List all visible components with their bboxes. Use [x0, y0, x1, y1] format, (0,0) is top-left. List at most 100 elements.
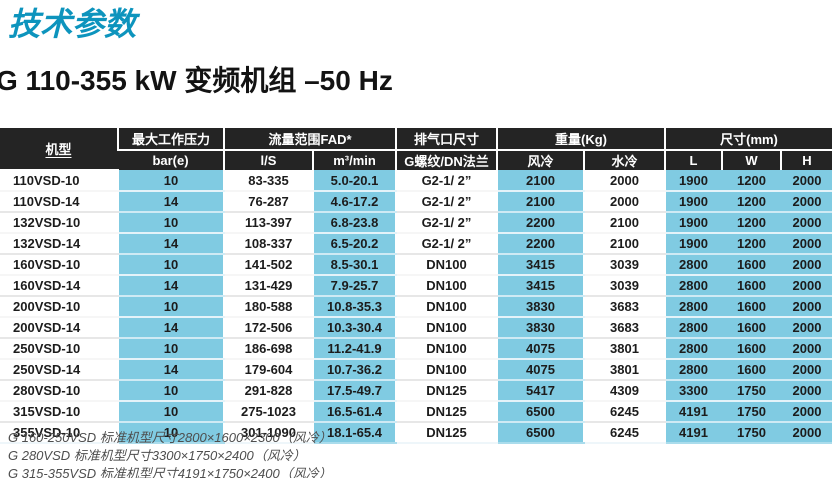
- cell-flow-ls: 141-502: [223, 254, 313, 276]
- cell-weight-air: 3415: [496, 275, 584, 297]
- cell-flow-m3min: 7.9-25.7: [312, 275, 396, 297]
- cell-weight-air: 2100: [496, 170, 584, 192]
- cell-flow-m3min: 6.8-23.8: [312, 212, 396, 234]
- cell-model: 200VSD-14: [0, 317, 118, 339]
- cell-pressure: 10: [117, 170, 224, 192]
- footnote-line: G 280VSD 标准机型尺寸3300×1750×2400（风冷）: [8, 448, 306, 463]
- cell-dim-l: 1900: [664, 191, 722, 213]
- cell-weight-air: 2200: [496, 233, 584, 255]
- cell-weight-water: 3039: [583, 275, 665, 297]
- cell-model: 110VSD-14: [0, 191, 118, 213]
- cell-outlet-size: DN125: [395, 380, 497, 402]
- table-row: 280VSD-10 10 291-828 17.5-49.7 DN125 541…: [0, 380, 832, 402]
- cell-dim-l: 1900: [664, 233, 722, 255]
- cell-dim-w: 1200: [721, 191, 781, 213]
- cell-outlet-size: DN100: [395, 359, 497, 381]
- cell-flow-ls: 301-1090: [223, 422, 313, 444]
- footnotes: G 160-250VSD 标准机型尺寸2800×1600×2300（风冷） G …: [8, 429, 332, 478]
- cell-flow-ls: 186-698: [223, 338, 313, 360]
- cell-weight-water: 2000: [583, 170, 665, 192]
- cell-pressure: 14: [117, 317, 224, 339]
- cell-weight-water: 3683: [583, 296, 665, 318]
- cell-dim-h: 2000: [780, 296, 832, 318]
- cell-weight-air: 4075: [496, 359, 584, 381]
- cell-model: 200VSD-10: [0, 296, 118, 318]
- col-header-dim-w: W: [721, 150, 781, 170]
- cell-flow-m3min: 17.5-49.7: [312, 380, 396, 402]
- table-row: 200VSD-14 14 172-506 10.3-30.4 DN100 383…: [0, 317, 832, 339]
- cell-dim-w: 1600: [721, 359, 781, 381]
- cell-outlet-size: DN125: [395, 401, 497, 423]
- page-title: 技术参数: [8, 6, 137, 42]
- cell-flow-m3min: 10.8-35.3: [312, 296, 396, 318]
- cell-weight-air: 5417: [496, 380, 584, 402]
- cell-dim-w: 1600: [721, 275, 781, 297]
- table-row: 132VSD-10 10 113-397 6.8-23.8 G2-1/ 2” 2…: [0, 212, 832, 234]
- cell-dim-w: 1200: [721, 233, 781, 255]
- cell-weight-water: 2100: [583, 212, 665, 234]
- col-header-model: 机型: [0, 128, 118, 171]
- cell-flow-m3min: 6.5-20.2: [312, 233, 396, 255]
- cell-weight-water: 3039: [583, 254, 665, 276]
- cell-weight-air: 2200: [496, 212, 584, 234]
- col-header-dim-h: H: [780, 150, 832, 170]
- cell-flow-m3min: 4.6-17.2: [312, 191, 396, 213]
- table-row: 355VSD-10 10 301-1090 18.1-65.4 DN125 65…: [0, 422, 832, 444]
- cell-dim-l: 2800: [664, 296, 722, 318]
- table-row: 315VSD-10 10 275-1023 16.5-61.4 DN125 65…: [0, 401, 832, 423]
- cell-dim-l: 1900: [664, 212, 722, 234]
- cell-weight-air: 3830: [496, 317, 584, 339]
- cell-dim-h: 2000: [780, 254, 832, 276]
- col-header-weight-air: 风冷: [496, 150, 584, 170]
- cell-flow-ls: 131-429: [223, 275, 313, 297]
- cell-model: 280VSD-10: [0, 380, 118, 402]
- cell-weight-water: 6245: [583, 422, 665, 444]
- table-row: 250VSD-14 14 179-604 10.7-36.2 DN100 407…: [0, 359, 832, 381]
- col-header-dim-l: L: [664, 150, 722, 170]
- cell-flow-ls: 275-1023: [223, 401, 313, 423]
- cell-outlet-size: DN100: [395, 317, 497, 339]
- cell-dim-w: 1200: [721, 212, 781, 234]
- cell-dim-w: 1600: [721, 317, 781, 339]
- cell-weight-air: 3415: [496, 254, 584, 276]
- cell-model: 250VSD-14: [0, 359, 118, 381]
- cell-weight-water: 3801: [583, 359, 665, 381]
- cell-weight-water: 3683: [583, 317, 665, 339]
- cell-dim-l: 3300: [664, 380, 722, 402]
- col-header-flow-group: 流量范围FAD*: [223, 128, 396, 151]
- cell-weight-water: 3801: [583, 338, 665, 360]
- col-header-weight-water: 水冷: [583, 150, 665, 170]
- cell-pressure: 10: [117, 254, 224, 276]
- table-row: 110VSD-14 14 76-287 4.6-17.2 G2-1/ 2” 21…: [0, 191, 832, 213]
- footnote-line: G 315-355VSD 标准机型尺寸4191×1750×2400（风冷）: [8, 466, 332, 478]
- col-header-pressure-group: 最大工作压力: [117, 128, 224, 151]
- cell-flow-m3min: 10.3-30.4: [312, 317, 396, 339]
- cell-flow-m3min: 5.0-20.1: [312, 170, 396, 192]
- cell-dim-h: 2000: [780, 422, 832, 444]
- cell-pressure: 10: [117, 212, 224, 234]
- cell-dim-h: 2000: [780, 401, 832, 423]
- cell-flow-ls: 113-397: [223, 212, 313, 234]
- table-row: 250VSD-10 10 186-698 11.2-41.9 DN100 407…: [0, 338, 832, 360]
- cell-model: 315VSD-10: [0, 401, 118, 423]
- cell-outlet-size: DN100: [395, 296, 497, 318]
- cell-flow-ls: 108-337: [223, 233, 313, 255]
- cell-dim-w: 1600: [721, 338, 781, 360]
- table-row: 160VSD-14 14 131-429 7.9-25.7 DN100 3415…: [0, 275, 832, 297]
- cell-dim-h: 2000: [780, 359, 832, 381]
- cell-pressure: 14: [117, 359, 224, 381]
- col-header-pressure-unit: bar(e): [118, 150, 224, 170]
- cell-weight-air: 6500: [496, 401, 584, 423]
- cell-pressure: 10: [117, 296, 224, 318]
- col-header-flow-ls: l/S: [223, 150, 313, 170]
- cell-model: 110VSD-10: [0, 170, 118, 192]
- cell-dim-h: 2000: [780, 380, 832, 402]
- cell-model: 355VSD-10: [0, 422, 118, 444]
- table-body: 110VSD-10 10 83-335 5.0-20.1 G2-1/ 2” 21…: [0, 170, 832, 444]
- cell-flow-ls: 180-588: [223, 296, 313, 318]
- cell-outlet-size: DN100: [395, 338, 497, 360]
- cell-dim-h: 2000: [780, 233, 832, 255]
- cell-flow-ls: 76-287: [223, 191, 313, 213]
- cell-dim-l: 2800: [664, 254, 722, 276]
